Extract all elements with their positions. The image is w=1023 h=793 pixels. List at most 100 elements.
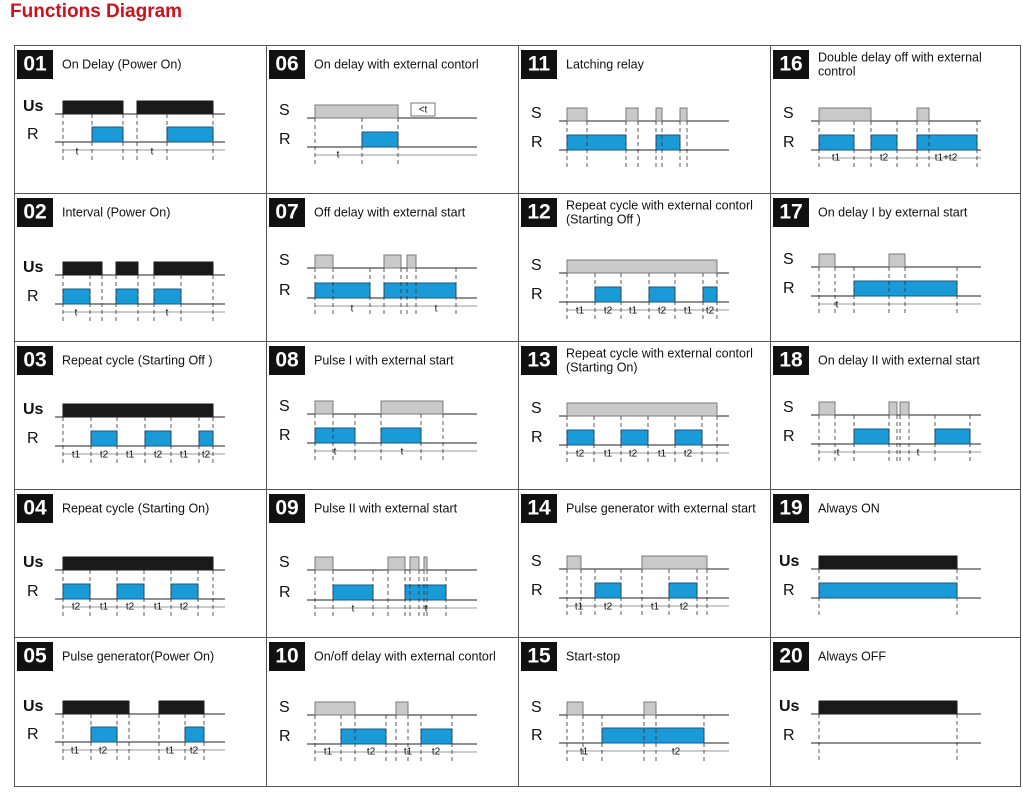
- signal-pulse: [853, 280, 958, 297]
- function-cell: 09 Pulse II with external start SRt t: [269, 494, 477, 618]
- signal-pulse: [620, 429, 649, 446]
- cell-number: 14: [527, 497, 551, 520]
- function-cell: 08 Pulse I with external start SRt t: [269, 346, 477, 461]
- signal-pulse: [655, 134, 681, 151]
- function-cell: 02 Interval (Power On) Us Rt t: [17, 198, 225, 322]
- timing-label: t: [75, 308, 78, 319]
- signal-pulse: [380, 400, 444, 415]
- signal-pulse: [314, 701, 356, 716]
- number-box: [17, 346, 53, 375]
- number-box: [269, 198, 305, 227]
- signal-label: R: [531, 134, 543, 151]
- signal-pulse: [406, 254, 417, 269]
- number-box: [17, 198, 53, 227]
- timing-label: t: [351, 304, 354, 315]
- timing-label: t2: [367, 747, 376, 758]
- signal-label: R: [783, 582, 795, 599]
- cell-title: Always OFF: [818, 649, 886, 663]
- signal-pulse: [648, 286, 676, 303]
- timing-label: t1: [629, 306, 638, 317]
- signal-pulse: [115, 288, 139, 305]
- cell-title: Repeat cycle (Starting Off ): [62, 353, 213, 367]
- signal-pulse: [818, 700, 958, 715]
- number-box: [521, 198, 557, 227]
- timing-label: t2: [680, 602, 689, 613]
- signal-label: R: [783, 134, 795, 151]
- timing-label: t: [836, 300, 839, 311]
- cell-title: Pulse generator with external start: [566, 501, 756, 515]
- signal-pulse: [62, 583, 91, 600]
- cell-title: Pulse II with external start: [314, 501, 458, 515]
- timing-label: t: [401, 447, 404, 458]
- signal-pulse: [62, 700, 130, 715]
- signal-label: R: [531, 429, 543, 446]
- signal-pulse: [395, 701, 409, 716]
- signal-label: R: [279, 584, 291, 601]
- timing-label: t: [334, 447, 337, 458]
- cell-number: 04: [23, 497, 47, 520]
- signal-pulse: [888, 253, 906, 268]
- timing-label: t1: [404, 747, 413, 758]
- signal-label: R: [279, 282, 291, 299]
- number-box: [269, 642, 305, 671]
- timing-label: t2: [576, 449, 585, 460]
- function-cell: 10 On/off delay with external contorl SRt1…: [269, 642, 496, 762]
- cell-number: 09: [275, 497, 298, 520]
- cell-title: Repeat cycle with external contorl: [566, 346, 753, 360]
- cell-title: On/off delay with external contorl: [314, 649, 496, 663]
- signal-pulse: [818, 582, 958, 599]
- cell-title: (Starting On): [566, 360, 638, 374]
- timing-label: t: [76, 147, 79, 158]
- signal-label: R: [27, 288, 39, 305]
- cell-number: 05: [23, 645, 47, 668]
- timing-label: t: [837, 448, 840, 459]
- signal-pulse: [818, 555, 958, 570]
- signal-pulse: [702, 286, 718, 303]
- signal-label: S: [531, 257, 542, 274]
- timing-label: t2: [126, 602, 135, 613]
- timing-label: t2: [604, 602, 613, 613]
- function-cell: 01 On Delay (Power On) Us Rt t: [17, 50, 225, 160]
- signal-pulse: [91, 126, 124, 143]
- timing-label: t1: [832, 153, 841, 164]
- cell-number: 10: [275, 645, 298, 668]
- signal-label: R: [783, 280, 795, 297]
- signal-pulse: [853, 428, 890, 445]
- signal-pulse: [90, 430, 118, 447]
- timing-label: t1: [324, 747, 333, 758]
- timing-label: t2: [180, 602, 189, 613]
- signal-pulse: [679, 107, 688, 122]
- signal-pulse: [818, 107, 872, 122]
- timing-label: t1: [166, 746, 175, 757]
- number-box: [269, 494, 305, 523]
- signal-pulse: [870, 134, 898, 151]
- function-cell: 06 On delay with external contorl SRt <t: [269, 50, 479, 165]
- timing-label: t: [425, 604, 428, 615]
- signal-pulse: [387, 556, 406, 571]
- signal-label: Us: [23, 554, 44, 571]
- signal-pulse: [566, 134, 627, 151]
- signal-label: S: [783, 105, 794, 122]
- signal-pulse: [934, 428, 971, 445]
- timing-label: t1: [651, 602, 660, 613]
- timing-label: t: [166, 308, 169, 319]
- timing-label: t2: [684, 449, 693, 460]
- cell-title: Repeat cycle (Starting On): [62, 501, 209, 515]
- signal-label: R: [279, 131, 291, 148]
- number-box: [17, 642, 53, 671]
- cell-number: 20: [779, 645, 802, 668]
- function-cell: 11 Latching relay SR: [521, 50, 729, 168]
- signal-pulse: [566, 555, 582, 570]
- signal-pulse: [818, 134, 855, 151]
- cell-title: Repeat cycle with external contorl: [566, 198, 753, 212]
- cell-title: Off delay with external start: [314, 205, 466, 219]
- signal-pulse: [184, 726, 205, 743]
- signal-pulse: [643, 701, 657, 716]
- timing-label: t2: [672, 747, 681, 758]
- function-cell: 05 Pulse generator(Power On) Us Rt1 t2 t1 t2: [17, 642, 225, 760]
- number-box: [521, 50, 557, 79]
- signal-pulse: [674, 429, 703, 446]
